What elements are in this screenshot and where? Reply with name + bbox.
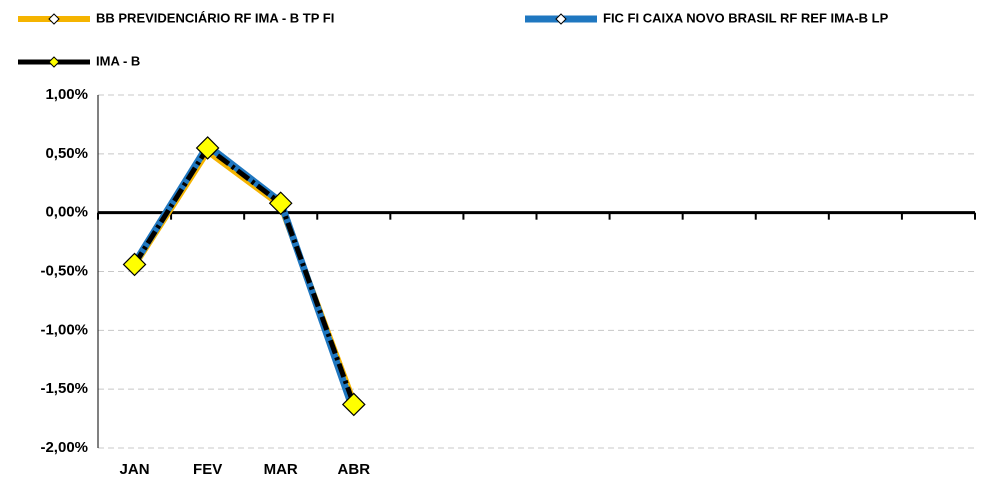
y-tick-label: -0,50%	[40, 262, 88, 279]
series-line	[131, 142, 358, 413]
x-tick-label: JAN	[120, 461, 150, 478]
marker	[268, 191, 293, 216]
y-tick-label: 1,00%	[45, 86, 88, 103]
series-line	[132, 145, 357, 406]
y-tick-label: -1,00%	[40, 321, 88, 338]
series-line	[132, 148, 357, 404]
y-tick-label: 0,00%	[45, 204, 88, 221]
marker	[341, 392, 366, 417]
marker	[122, 252, 147, 277]
y-tick-label: -1,50%	[40, 380, 88, 397]
x-tick-label: ABR	[338, 461, 371, 478]
x-tick-label: MAR	[264, 461, 298, 478]
legend-marker	[555, 13, 567, 25]
legend-label: FIC FI CAIXA NOVO BRASIL RF REF IMA-B LP	[603, 10, 889, 25]
y-tick-label: -2,00%	[40, 439, 88, 456]
legend-marker	[48, 56, 60, 68]
legend-label: IMA - B	[96, 53, 140, 68]
marker	[195, 136, 220, 160]
x-tick-label: FEV	[193, 461, 222, 478]
legend-marker	[48, 13, 60, 25]
legend-label: BB PREVIDENCIÁRIO RF IMA - B TP FI	[96, 10, 334, 25]
y-tick-label: 0,50%	[45, 145, 88, 162]
